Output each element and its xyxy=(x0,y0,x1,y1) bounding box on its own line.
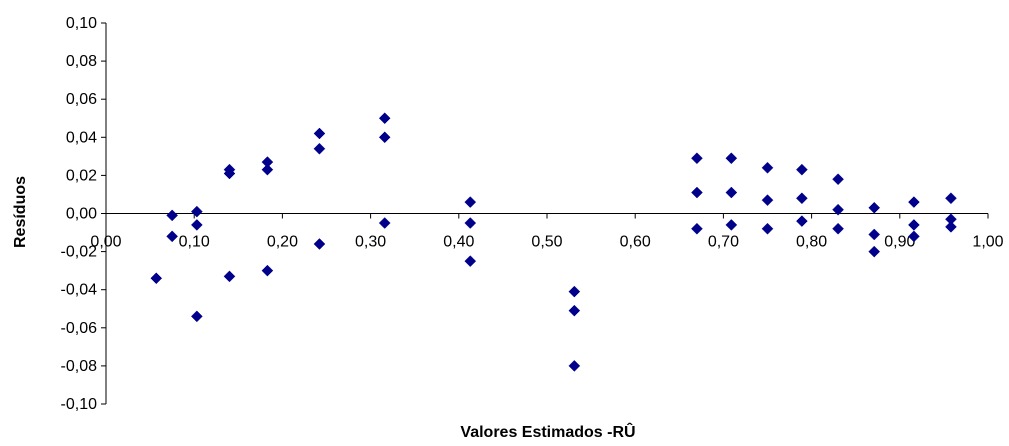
data-point xyxy=(568,304,581,317)
data-point xyxy=(261,264,274,277)
tick-labels: 0,100,080,060,040,020,00-0,02-0,04-0,06-… xyxy=(61,15,1004,413)
data-point xyxy=(313,142,326,155)
y-tick-label: 0,00 xyxy=(66,206,97,223)
data-point xyxy=(945,192,957,205)
data-point xyxy=(691,152,703,165)
data-point xyxy=(464,196,477,208)
y-tick-label: -0,02 xyxy=(61,244,98,261)
data-point xyxy=(568,360,581,372)
data-point xyxy=(725,219,738,231)
data-point xyxy=(464,255,477,267)
y-tick-label: -0,10 xyxy=(61,396,98,413)
data-point xyxy=(725,152,738,165)
y-tick-label: -0,06 xyxy=(61,320,98,337)
x-tick-label: 0,90 xyxy=(884,234,915,251)
x-tick-label: 0,50 xyxy=(531,234,562,251)
x-tick-label: 1,00 xyxy=(972,234,1003,251)
y-tick-label: 0,04 xyxy=(66,129,97,146)
x-tick-label: 0,20 xyxy=(267,234,298,251)
data-point xyxy=(150,272,163,285)
data-point xyxy=(796,163,808,176)
data-point xyxy=(261,163,274,176)
data-point xyxy=(832,222,844,235)
data-point xyxy=(868,245,881,258)
data-point xyxy=(796,215,808,227)
data-point xyxy=(190,219,203,231)
y-tick-label: 0,08 xyxy=(66,53,97,70)
data-point xyxy=(223,270,236,283)
x-tick-label: 0,30 xyxy=(355,234,386,251)
x-tick-label: 0,80 xyxy=(796,234,827,251)
data-point xyxy=(908,196,920,208)
y-tick-label: -0,08 xyxy=(61,358,98,375)
y-tick-label: -0,04 xyxy=(61,282,98,299)
data-point xyxy=(166,230,179,243)
x-tick-label: 0,60 xyxy=(620,234,651,251)
data-point xyxy=(190,310,203,323)
data-point xyxy=(761,194,774,207)
data-point xyxy=(223,167,236,180)
data-points xyxy=(150,112,957,372)
data-point xyxy=(868,228,881,241)
y-tick-label: 0,02 xyxy=(66,167,97,184)
data-point xyxy=(945,220,957,233)
data-point xyxy=(761,222,774,235)
data-point xyxy=(313,127,326,140)
data-point xyxy=(832,173,844,186)
data-point xyxy=(378,217,391,229)
data-point xyxy=(691,222,703,235)
data-point xyxy=(313,238,326,250)
y-tick-label: 0,06 xyxy=(66,91,97,108)
data-point xyxy=(464,217,477,229)
data-point xyxy=(378,131,391,144)
data-point xyxy=(166,209,179,222)
data-point xyxy=(796,192,808,205)
x-tick-label: 0,10 xyxy=(179,234,210,251)
data-point xyxy=(378,112,391,125)
x-axis-title: Valores Estimados -RÛ xyxy=(460,422,635,441)
x-tick-label: 0,40 xyxy=(443,234,474,251)
data-point xyxy=(908,219,920,231)
data-point xyxy=(691,186,703,199)
data-point xyxy=(908,230,920,243)
x-tick-label: 0,00 xyxy=(90,234,121,251)
data-point xyxy=(190,205,203,218)
data-point xyxy=(761,161,774,174)
y-tick-label: 0,10 xyxy=(66,15,97,32)
data-point xyxy=(725,186,738,199)
data-point xyxy=(832,203,844,216)
axes-layer xyxy=(101,22,989,405)
data-point xyxy=(868,201,881,214)
x-tick-label: 0,70 xyxy=(708,234,739,251)
data-point xyxy=(568,285,581,298)
y-axis-title: Resíduos xyxy=(12,176,29,248)
